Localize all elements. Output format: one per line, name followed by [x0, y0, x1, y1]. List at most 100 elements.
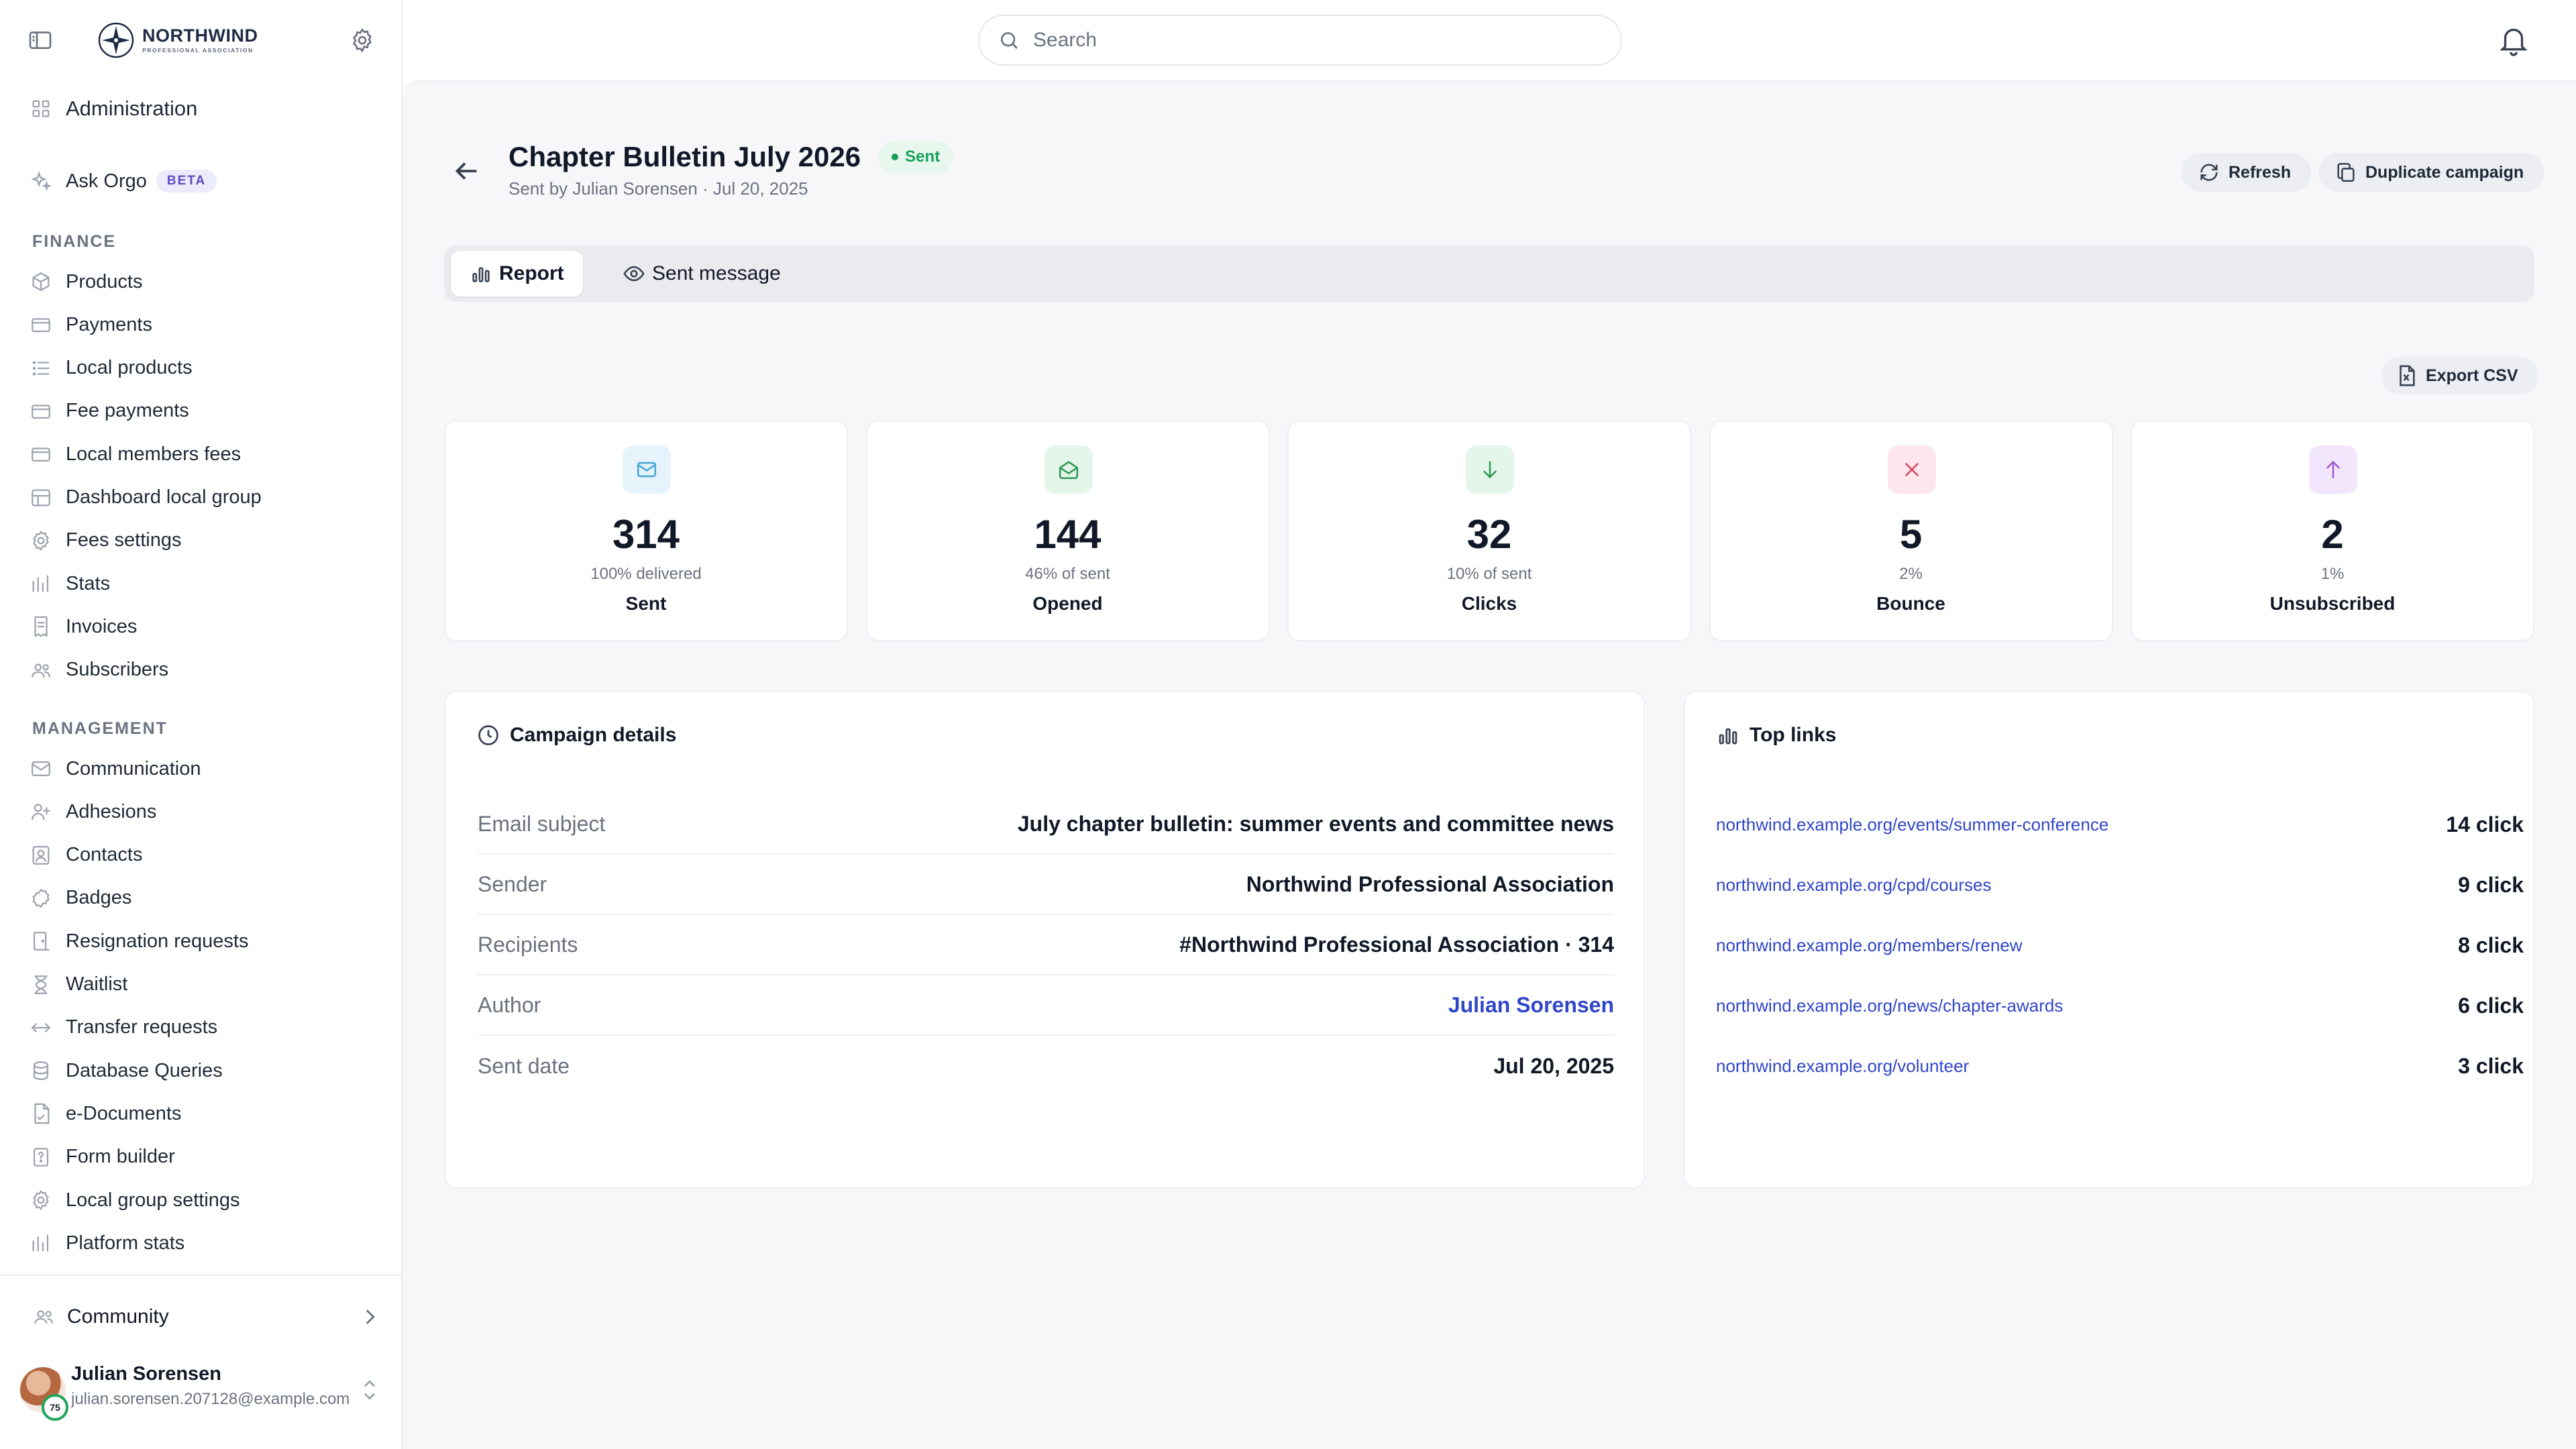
gear-icon	[30, 529, 52, 552]
search-input[interactable]	[1033, 29, 1583, 52]
top-link-url[interactable]: northwind.example.org/cpd/courses	[1716, 874, 1992, 895]
stat-subtext: 10% of sent	[1446, 565, 1532, 583]
back-arrow-icon[interactable]	[451, 156, 482, 186]
top-link-row: northwind.example.org/cpd/courses 9 click	[1716, 855, 2524, 915]
sidebar-item-fee-payments[interactable]: Fee payments	[30, 395, 378, 427]
chevron-right-icon	[358, 1305, 381, 1328]
gear-icon	[30, 1189, 52, 1212]
gear-icon[interactable]	[349, 27, 376, 54]
box-icon	[30, 270, 52, 293]
detail-value: #Northwind Professional Association · 31…	[1179, 932, 1614, 957]
sidebar-item-form-builder[interactable]: Form builder	[30, 1141, 378, 1173]
avatar-badge: 75	[42, 1394, 68, 1421]
sidebar-item-administration[interactable]: Administration	[30, 93, 378, 125]
search-bar[interactable]	[978, 15, 1622, 66]
logo[interactable]: NORTHWIND PROFESSIONAL ASSOCIATION	[98, 21, 258, 59]
sidebar-item-database-queries[interactable]: Database Queries	[30, 1055, 378, 1087]
top-link-url[interactable]: northwind.example.org/volunteer	[1716, 1055, 1970, 1076]
sidebar-item-resignation-requests[interactable]: Resignation requests	[30, 925, 378, 957]
export-csv-button[interactable]: Export CSV	[2381, 357, 2538, 394]
page-title: Chapter Bulletin July 2026	[508, 141, 861, 172]
sidebar-item-community[interactable]: Community	[32, 1300, 381, 1334]
stat-subtext: 100% delivered	[590, 565, 702, 583]
status-badge: Sent	[878, 141, 954, 173]
detail-row: Sent date Jul 20, 2025	[478, 1036, 1614, 1096]
sidebar-item-label: Administration	[66, 97, 198, 120]
clock-icon	[476, 723, 500, 747]
sidebar-item-label: Platform stats	[66, 1232, 185, 1254]
stat-value: 5	[1899, 512, 1923, 557]
sidebar-item-label: Fees settings	[66, 529, 182, 551]
sidebar-item-waitlist[interactable]: Waitlist	[30, 969, 378, 1001]
campaign-details-header: Campaign details	[476, 723, 676, 747]
sidebar-item-ask-orgo[interactable]: Ask Orgo BETA	[30, 165, 378, 197]
sidebar-item-label: Subscribers	[66, 659, 169, 681]
sidebar-item-e-documents[interactable]: e-Documents	[30, 1097, 378, 1130]
sidebar-item-label: Resignation requests	[66, 930, 249, 952]
title-row: Chapter Bulletin July 2026 Sent	[508, 141, 954, 173]
brand-name: NORTHWIND	[142, 25, 258, 46]
stat-card-clicks: 32 10% of sent Clicks	[1287, 420, 1691, 641]
sidebar-toggle-icon[interactable]	[27, 27, 54, 54]
tab-report[interactable]: Report	[451, 251, 583, 297]
sidebar-item-products[interactable]: Products	[30, 266, 378, 298]
sidebar-item-label: Products	[66, 270, 143, 292]
sidebar-item-badges[interactable]: Badges	[30, 882, 378, 914]
invoice-icon	[30, 615, 52, 638]
stat-value: 32	[1466, 512, 1512, 557]
top-link-url[interactable]: northwind.example.org/news/chapter-award…	[1716, 995, 2063, 1016]
mail-icon	[30, 757, 52, 780]
status-label: Sent	[905, 148, 941, 166]
detail-key: Sender	[478, 871, 547, 896]
sidebar-item-payments[interactable]: Payments	[30, 309, 378, 341]
sidebar-item-local-products[interactable]: Local products	[30, 352, 378, 384]
sidebar-item-communication[interactable]: Communication	[30, 753, 378, 785]
sidebar-item-label: Form builder	[66, 1146, 175, 1168]
sidebar-item-label: Payments	[66, 313, 152, 335]
sidebar-item-label: Adhesions	[66, 800, 157, 822]
brand-sub: PROFESSIONAL ASSOCIATION	[142, 47, 254, 54]
sidebar-item-label: Local group settings	[66, 1189, 240, 1211]
sidebar-item-adhesions[interactable]: Adhesions	[30, 796, 378, 828]
user-profile[interactable]: 75 Julian Sorensen julian.sorensen.20712…	[20, 1360, 382, 1421]
sidebar-item-platform-stats[interactable]: Platform stats	[30, 1227, 378, 1259]
stat-subtext: 1%	[2320, 565, 2345, 583]
author-link[interactable]: Julian Sorensen	[1448, 992, 1614, 1017]
sidebar-item-label: Invoices	[66, 615, 138, 637]
tab-sent-message[interactable]: Sent message	[604, 251, 800, 297]
detail-value: Northwind Professional Association	[1246, 871, 1614, 896]
sidebar-item-transfer-requests[interactable]: Transfer requests	[30, 1012, 378, 1044]
stat-label: Sent	[625, 593, 667, 614]
database-icon	[30, 1059, 52, 1082]
campaign-details-card: Campaign details Email subject July chapt…	[444, 691, 1645, 1189]
top-link-url[interactable]: northwind.example.org/events/summer-conf…	[1716, 814, 2109, 835]
beta-badge: BETA	[156, 170, 217, 193]
transfer-icon	[30, 1016, 52, 1039]
community-label: Community	[67, 1305, 169, 1328]
sidebar-item-stats[interactable]: Stats	[30, 568, 378, 600]
sidebar-item-label: Badges	[66, 887, 132, 909]
stat-subtext: 46% of sent	[1025, 565, 1110, 583]
export-csv-label: Export CSV	[2426, 366, 2518, 385]
top-link-row: northwind.example.org/events/summer-conf…	[1716, 794, 2524, 855]
sidebar-item-local-group-settings[interactable]: Local group settings	[30, 1184, 378, 1216]
top-link-url[interactable]: northwind.example.org/members/renew	[1716, 934, 2023, 955]
sidebar-item-dashboard-local-group[interactable]: Dashboard local group	[30, 482, 378, 514]
sidebar-item-label: Database Queries	[66, 1059, 223, 1081]
sidebar-item-contacts[interactable]: Contacts	[30, 839, 378, 871]
users-icon	[30, 659, 52, 682]
file-spreadsheet-icon	[2395, 364, 2418, 387]
bar-chart-icon	[1716, 723, 1740, 747]
duplicate-campaign-button[interactable]: Duplicate campaign	[2318, 153, 2544, 192]
credit-card-icon	[30, 400, 52, 423]
arrow-up-icon	[2309, 445, 2357, 494]
sidebar: NORTHWIND PROFESSIONAL ASSOCIATION Admin…	[0, 0, 402, 1449]
bell-icon[interactable]	[2497, 23, 2530, 56]
refresh-button[interactable]: Refresh	[2182, 153, 2312, 192]
sidebar-item-invoices[interactable]: Invoices	[30, 610, 378, 643]
logo-compass-icon	[98, 22, 134, 58]
copy-icon	[2334, 161, 2357, 184]
sidebar-item-local-members-fees[interactable]: Local members fees	[30, 438, 378, 470]
sidebar-item-fees-settings[interactable]: Fees settings	[30, 525, 378, 557]
sidebar-item-subscribers[interactable]: Subscribers	[30, 654, 378, 686]
